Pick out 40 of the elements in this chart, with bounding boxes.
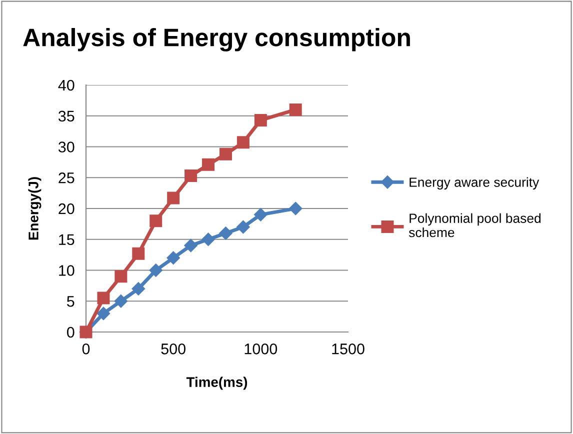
point: [114, 270, 128, 283]
point: [289, 202, 302, 216]
point: [254, 208, 268, 222]
y-tick-label: 35: [58, 110, 74, 122]
y-tick-label: 15: [59, 234, 74, 246]
point: [219, 148, 232, 160]
x-tick-label: 1500: [332, 344, 364, 354]
point: [254, 114, 267, 126]
point: [132, 282, 145, 296]
point: [114, 294, 128, 308]
point: [132, 247, 145, 260]
legend-label: Energy aware security: [410, 177, 540, 190]
y-tick-label: 20: [58, 203, 74, 214]
point: [219, 226, 232, 240]
point: [96, 306, 110, 320]
y-axis-title: Energy(J): [28, 177, 42, 240]
chart-title: Analysis of Energy consumption: [23, 28, 410, 52]
y-tick-label: 25: [58, 172, 74, 184]
x-tick-label: 0: [82, 344, 90, 354]
x-tick-label: 1000: [244, 344, 278, 354]
point: [202, 158, 215, 171]
point: [202, 232, 215, 246]
point: [184, 170, 198, 182]
y-tick-label: 40: [58, 80, 74, 91]
x-axis-title: Time(ms): [186, 376, 248, 390]
point: [166, 251, 180, 264]
point: [149, 264, 162, 277]
point: [97, 292, 110, 304]
y-tick-label: 0: [66, 326, 74, 338]
point: [236, 220, 250, 234]
point: [236, 136, 250, 149]
point: [289, 103, 302, 116]
y-tick-label: 10: [59, 265, 74, 276]
point: [184, 238, 198, 252]
x-tick-label: 500: [161, 344, 186, 354]
y-tick-label: 5: [67, 296, 74, 307]
y-tick-label: 30: [58, 142, 74, 152]
point: [150, 214, 162, 228]
point: [167, 192, 180, 204]
legend-label: Polynomial pool based scheme: [408, 213, 541, 238]
